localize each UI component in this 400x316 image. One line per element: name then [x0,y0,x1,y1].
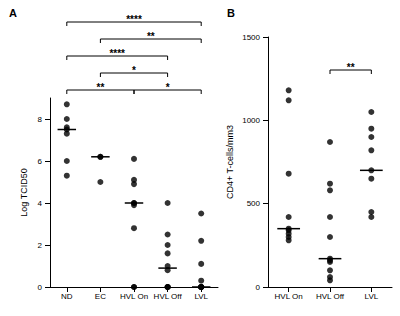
svg-text:2: 2 [38,241,43,250]
svg-text:8: 8 [38,115,43,124]
svg-text:**: ** [347,62,355,73]
svg-text:****: **** [126,14,142,25]
svg-text:0: 0 [256,283,261,292]
svg-text:0: 0 [38,283,43,292]
svg-text:Log TCID50: Log TCID50 [19,168,29,216]
svg-text:LVL: LVL [194,292,208,301]
svg-text:*: * [132,65,136,76]
svg-text:CD4+ T-cells/mm3: CD4+ T-cells/mm3 [225,125,235,199]
svg-text:HVL Off: HVL Off [154,292,183,301]
svg-text:A: A [9,7,17,19]
svg-text:****: **** [109,48,125,59]
svg-text:**: ** [97,82,105,93]
svg-text:EC: EC [95,292,106,301]
svg-text:*: * [166,82,170,93]
svg-text:6: 6 [38,157,43,166]
svg-text:LVL: LVL [365,292,379,301]
svg-text:HVL On: HVL On [120,292,148,301]
svg-text:HVL Off: HVL Off [316,292,345,301]
svg-text:4: 4 [38,199,43,208]
svg-text:B: B [227,7,235,19]
svg-text:500: 500 [247,199,261,208]
svg-text:**: ** [147,31,155,42]
svg-text:HVL On: HVL On [275,292,303,301]
svg-text:ND: ND [61,292,73,301]
svg-text:1000: 1000 [242,116,260,125]
svg-text:1500: 1500 [242,33,260,42]
